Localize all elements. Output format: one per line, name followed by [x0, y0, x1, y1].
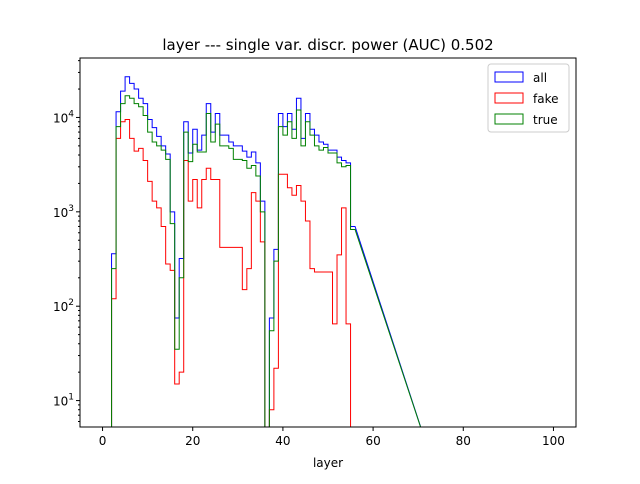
y-tick-label: 104 [53, 109, 74, 125]
legend: all fake true [487, 63, 570, 133]
x-axis-label: layer [313, 456, 343, 470]
legend-swatch-fake [494, 92, 524, 104]
y-tick-label: 101 [53, 393, 74, 409]
legend-swatch-all [494, 71, 524, 83]
x-tick-label: 60 [365, 434, 380, 448]
legend-label-all: all [533, 71, 547, 85]
plot-frame [79, 57, 577, 428]
x-tick-label: 40 [275, 434, 290, 448]
series-true-step-line [111, 95, 422, 427]
y-tick-label: 102 [53, 298, 74, 314]
x-tick-label: 80 [456, 434, 471, 448]
series-all-step-line [111, 76, 422, 427]
legend-label-true: true [533, 113, 558, 127]
chart-title: layer --- single var. discr. power (AUC)… [162, 36, 493, 54]
legend-swatch-true [494, 113, 524, 125]
x-tick-label: 100 [542, 434, 565, 448]
x-tick-label: 20 [185, 434, 200, 448]
legend-frame [487, 63, 570, 133]
y-tick-label: 103 [53, 204, 74, 220]
x-tick-label: 0 [99, 434, 107, 448]
series-fake-step-line [111, 119, 352, 427]
legend-label-fake: fake [533, 92, 558, 106]
